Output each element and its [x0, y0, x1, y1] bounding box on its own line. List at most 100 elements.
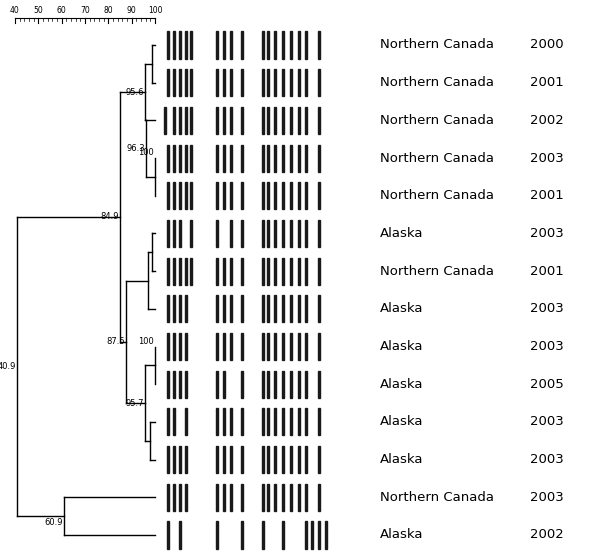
Text: 2003: 2003: [530, 302, 564, 315]
Bar: [274, 446, 276, 473]
Bar: [290, 446, 292, 473]
Text: 2001: 2001: [530, 76, 564, 89]
Text: 96.3: 96.3: [127, 144, 145, 153]
Bar: [262, 484, 264, 511]
Bar: [230, 258, 232, 285]
Text: Alaska: Alaska: [380, 529, 424, 541]
Bar: [216, 69, 218, 96]
Text: 70: 70: [80, 6, 90, 15]
Bar: [282, 258, 284, 285]
Text: Northern Canada: Northern Canada: [380, 114, 494, 127]
Bar: [223, 32, 225, 59]
Bar: [190, 32, 192, 59]
Text: 2003: 2003: [530, 152, 564, 165]
Bar: [167, 408, 169, 435]
Bar: [173, 371, 175, 398]
Text: Northern Canada: Northern Canada: [380, 76, 494, 89]
Bar: [267, 220, 269, 247]
Bar: [267, 484, 269, 511]
Text: 60: 60: [57, 6, 67, 15]
Bar: [262, 408, 264, 435]
Bar: [274, 295, 276, 322]
Text: Alaska: Alaska: [380, 302, 424, 315]
Text: Alaska: Alaska: [380, 416, 424, 428]
Bar: [262, 521, 264, 548]
Bar: [298, 333, 300, 360]
Text: Alaska: Alaska: [380, 378, 424, 391]
Bar: [274, 182, 276, 209]
Bar: [262, 446, 264, 473]
Bar: [173, 220, 175, 247]
Text: 2003: 2003: [530, 416, 564, 428]
Bar: [262, 145, 264, 172]
Text: Alaska: Alaska: [380, 453, 424, 466]
Bar: [290, 258, 292, 285]
Bar: [230, 333, 232, 360]
Bar: [241, 408, 243, 435]
Bar: [167, 220, 169, 247]
Bar: [262, 371, 264, 398]
Text: 2003: 2003: [530, 453, 564, 466]
Bar: [262, 295, 264, 322]
Text: Northern Canada: Northern Canada: [380, 38, 494, 52]
Bar: [216, 408, 218, 435]
Text: 2001: 2001: [530, 189, 564, 202]
Text: 2002: 2002: [530, 114, 564, 127]
Bar: [282, 182, 284, 209]
Bar: [167, 258, 169, 285]
Bar: [274, 69, 276, 96]
Text: 40.9: 40.9: [0, 362, 16, 371]
Bar: [241, 182, 243, 209]
Bar: [282, 220, 284, 247]
Bar: [262, 182, 264, 209]
Bar: [167, 145, 169, 172]
Bar: [290, 408, 292, 435]
Text: 100: 100: [148, 6, 162, 15]
Bar: [179, 521, 181, 548]
Bar: [274, 371, 276, 398]
Bar: [298, 295, 300, 322]
Bar: [241, 521, 243, 548]
Bar: [230, 145, 232, 172]
Bar: [305, 182, 307, 209]
Bar: [262, 32, 264, 59]
Bar: [173, 484, 175, 511]
Bar: [282, 107, 284, 134]
Bar: [223, 371, 225, 398]
Bar: [305, 145, 307, 172]
Bar: [282, 408, 284, 435]
Bar: [274, 32, 276, 59]
Text: Northern Canada: Northern Canada: [380, 491, 494, 504]
Bar: [318, 446, 320, 473]
Bar: [298, 220, 300, 247]
Bar: [173, 145, 175, 172]
Bar: [241, 145, 243, 172]
Bar: [216, 484, 218, 511]
Bar: [305, 521, 307, 548]
Bar: [179, 484, 181, 511]
Bar: [185, 32, 187, 59]
Bar: [274, 333, 276, 360]
Bar: [318, 32, 320, 59]
Bar: [230, 484, 232, 511]
Bar: [230, 295, 232, 322]
Bar: [167, 333, 169, 360]
Bar: [267, 408, 269, 435]
Bar: [318, 145, 320, 172]
Bar: [298, 69, 300, 96]
Bar: [267, 371, 269, 398]
Bar: [179, 145, 181, 172]
Text: 50: 50: [34, 6, 43, 15]
Text: Northern Canada: Northern Canada: [380, 152, 494, 165]
Bar: [290, 182, 292, 209]
Bar: [216, 333, 218, 360]
Bar: [305, 371, 307, 398]
Bar: [290, 145, 292, 172]
Bar: [274, 258, 276, 285]
Text: Alaska: Alaska: [380, 340, 424, 353]
Bar: [223, 484, 225, 511]
Bar: [164, 107, 166, 134]
Bar: [216, 220, 218, 247]
Text: 2001: 2001: [530, 265, 564, 278]
Bar: [318, 521, 320, 548]
